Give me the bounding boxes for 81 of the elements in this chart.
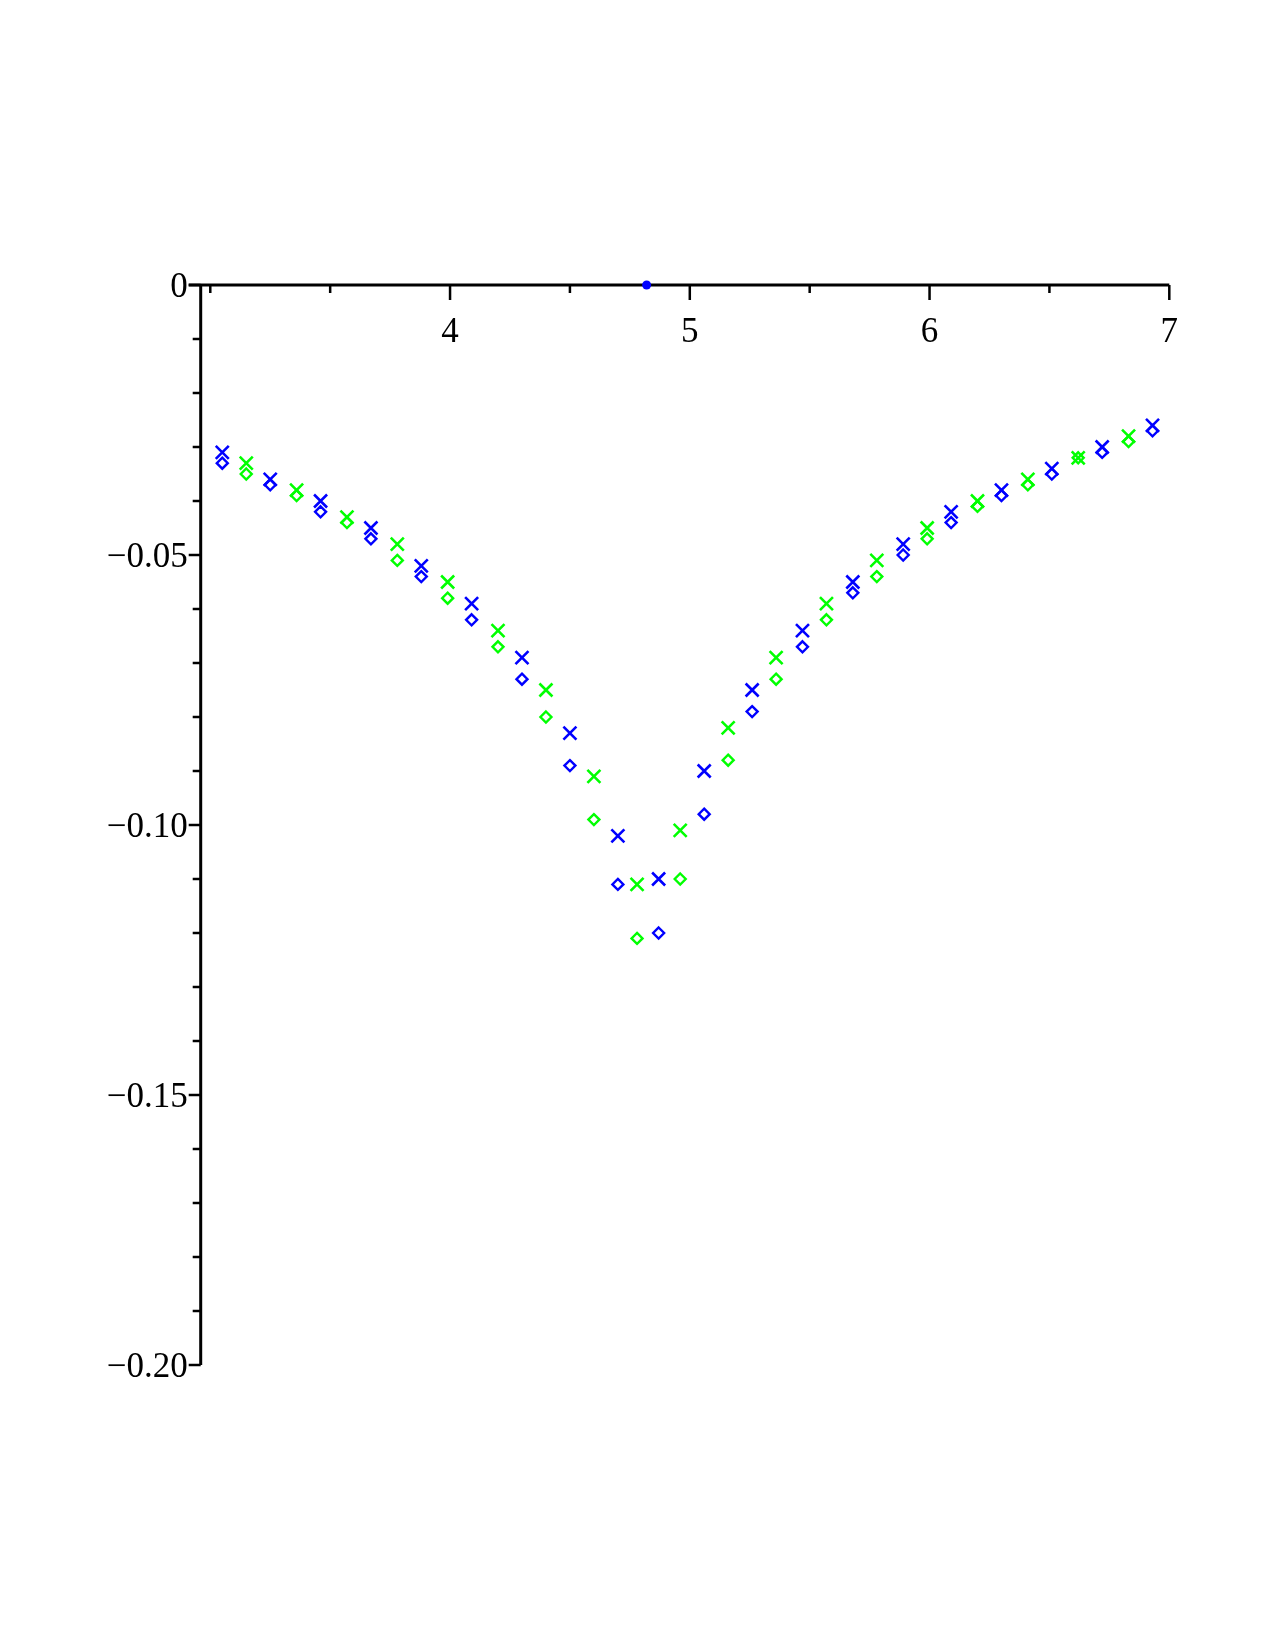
point [611,877,625,892]
point [630,931,644,946]
point [587,812,601,827]
point [214,444,231,461]
point [538,682,554,698]
point [1020,471,1036,488]
point [1121,434,1136,449]
point [610,828,626,844]
point [490,622,506,639]
point [439,574,456,590]
point [262,471,279,488]
y-tick-label: −0.15 [106,1076,188,1116]
point [389,536,406,552]
point [515,672,529,686]
point [1045,467,1059,481]
point [920,532,934,546]
point [650,871,667,887]
point [313,505,328,519]
x-tick-label: 5 [681,311,699,350]
point [215,456,229,470]
point [238,455,255,471]
y-tick-label: 0 [170,266,188,306]
point [697,807,711,821]
point [870,569,884,584]
x-tick-label: 4 [441,311,459,350]
point [263,478,277,492]
point [818,595,835,612]
point [491,640,505,654]
point [289,488,304,503]
point [845,574,861,590]
point [896,548,910,562]
point [794,622,811,639]
point [651,926,666,940]
point [720,720,736,736]
point [563,758,577,773]
point [1021,478,1035,492]
point [339,509,355,525]
point [642,280,652,290]
point [586,768,602,785]
point [895,536,911,552]
y-tick-label: −0.05 [106,536,188,576]
x-tick-label: 6 [920,311,939,350]
point [744,682,760,698]
y-tick-label: −0.20 [106,1346,188,1386]
point [239,467,253,481]
point [672,822,688,839]
point [970,499,985,514]
point [562,725,578,741]
x-tick-label: 7 [1160,311,1179,350]
point [539,710,553,724]
point [440,591,455,605]
point [919,520,935,536]
point [414,569,428,584]
point [1145,424,1160,438]
point [769,672,783,686]
point [363,520,379,536]
point [340,515,354,530]
point [1094,439,1110,455]
point [413,558,430,574]
point [390,553,404,568]
point [869,552,885,569]
point [994,488,1009,503]
point [673,872,687,886]
point [944,515,958,530]
point [768,649,784,666]
point [745,704,759,719]
point [721,753,735,767]
point [943,504,959,520]
point [514,649,530,666]
point [312,493,329,509]
point [846,586,860,600]
point [696,763,712,779]
point [1044,460,1060,477]
point [463,595,480,612]
y-tick-label: −0.10 [106,806,188,846]
point [795,640,810,654]
point [364,532,378,546]
point [464,613,479,627]
point [1095,445,1109,460]
point [819,613,834,627]
point [629,876,645,893]
